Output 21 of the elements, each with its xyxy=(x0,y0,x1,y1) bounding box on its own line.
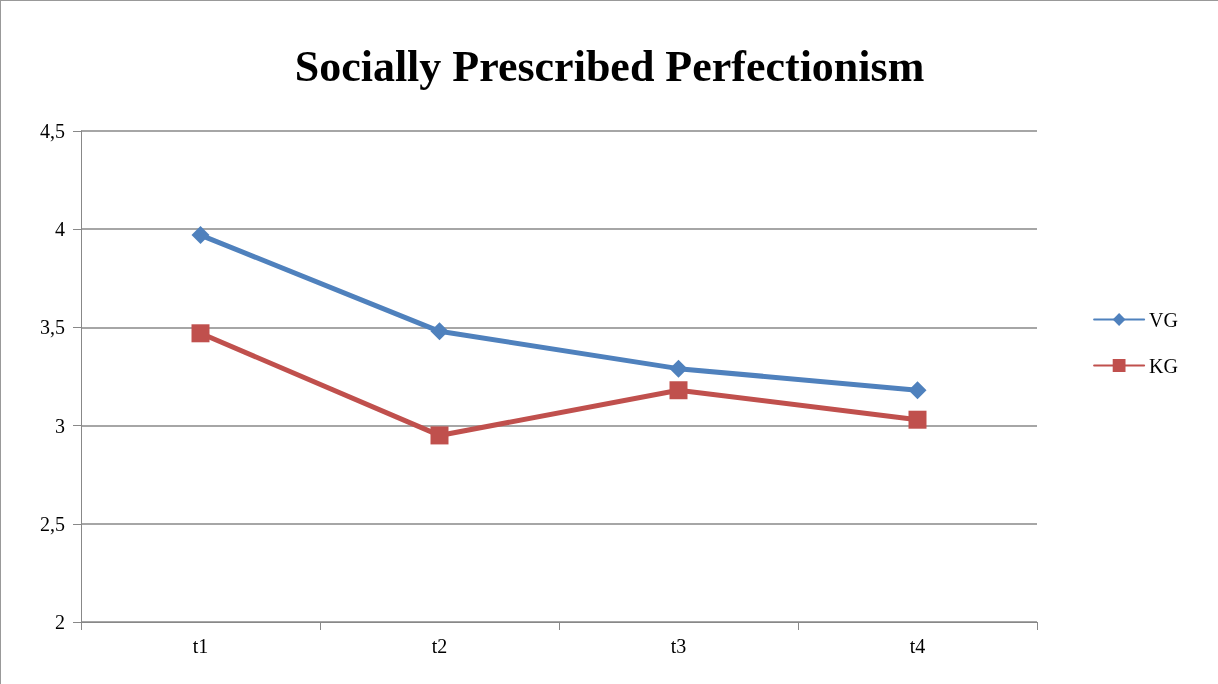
x-tick-label: t4 xyxy=(909,635,926,657)
y-tick-label: 2,5 xyxy=(40,512,65,535)
point xyxy=(430,322,449,341)
point xyxy=(669,381,688,400)
point xyxy=(191,324,210,343)
y-tick-label: 2 xyxy=(55,611,65,633)
y-tick-label: 3,5 xyxy=(40,316,65,339)
legend-label: VG xyxy=(1149,308,1178,331)
chart-title: Socially Prescribed Perfectionism xyxy=(294,41,925,91)
point xyxy=(430,426,449,445)
y-tick-label: 3 xyxy=(55,414,65,437)
x-tick-label: t2 xyxy=(431,635,448,657)
point xyxy=(669,359,688,378)
legend-label: KG xyxy=(1149,354,1178,377)
y-tick-label: 4,5 xyxy=(40,120,65,142)
point xyxy=(191,226,210,245)
point xyxy=(908,410,927,429)
x-tick-label: t1 xyxy=(192,635,209,657)
y-tick-label: 4 xyxy=(55,218,65,241)
point xyxy=(908,381,927,400)
x-tick-label: t3 xyxy=(670,635,687,657)
